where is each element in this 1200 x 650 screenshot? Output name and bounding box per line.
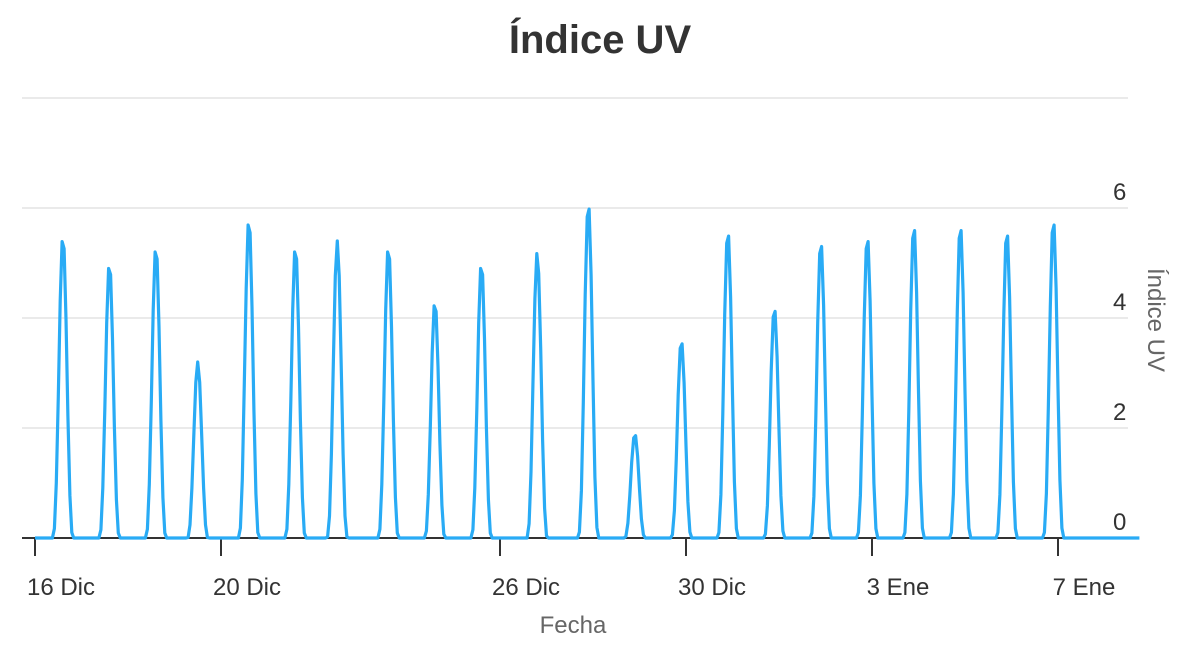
x-tick-label: 7 Ene xyxy=(1053,574,1116,601)
y-axis-label: Índice UV xyxy=(1142,268,1169,372)
y-tick-label: 2 xyxy=(1113,399,1126,426)
series-group xyxy=(35,207,1140,540)
y-tick-labels: 0 2 4 6 xyxy=(1113,179,1126,536)
x-tick-label: 30 Dic xyxy=(678,574,746,601)
x-tick-label: 3 Ene xyxy=(867,574,930,601)
x-tick-label: 16 Dic xyxy=(27,574,95,601)
x-tick-label: 26 Dic xyxy=(492,574,560,601)
x-axis: 16 Dic 20 Dic 26 Dic 30 Dic 3 Ene 7 Ene xyxy=(22,537,1128,601)
y-tick-label: 6 xyxy=(1113,179,1126,206)
y-tick-label: 0 xyxy=(1113,509,1126,536)
grid-lines xyxy=(22,97,1128,429)
uv-series-line xyxy=(35,207,1140,540)
chart-title: Índice UV xyxy=(509,17,692,62)
x-axis-label: Fecha xyxy=(540,612,607,639)
y-tick-label: 4 xyxy=(1113,289,1126,316)
x-tick-label: 20 Dic xyxy=(213,574,281,601)
